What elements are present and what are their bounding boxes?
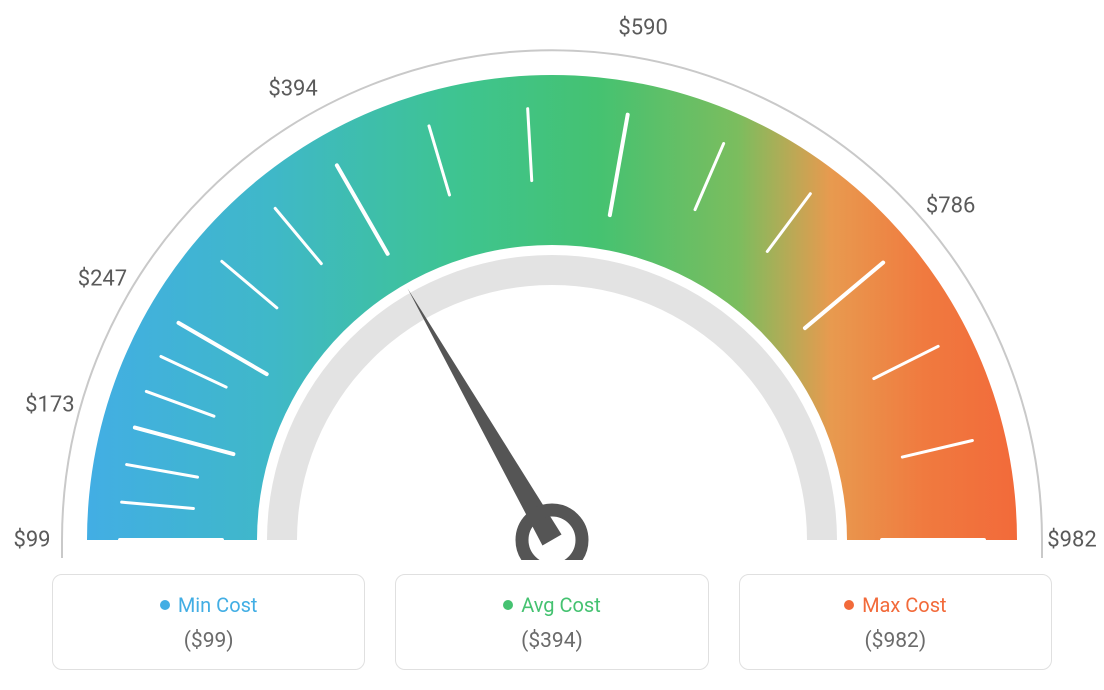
legend-title-min: Min Cost (160, 593, 258, 617)
legend-title-max: Max Cost (844, 593, 947, 617)
legend-value-max: ($982) (750, 629, 1041, 653)
cost-gauge-chart: $99 $173 $247 $394 $590 $786 $982 (0, 0, 1104, 560)
legend-row: Min Cost ($99) Avg Cost ($394) Max Cost … (52, 574, 1052, 670)
legend-dot-avg (503, 600, 513, 610)
gauge-tick-label: $590 (618, 16, 667, 41)
gauge-tick-label: $786 (926, 194, 975, 219)
legend-card-max: Max Cost ($982) (739, 574, 1052, 670)
legend-title-avg: Avg Cost (503, 593, 601, 617)
gauge-svg (0, 0, 1104, 560)
gauge-tick-label: $394 (268, 77, 317, 102)
gauge-tick-label: $247 (78, 266, 127, 291)
legend-value-min: ($99) (63, 629, 354, 653)
legend-label-max: Max Cost (862, 593, 947, 617)
legend-dot-max (844, 600, 854, 610)
legend-label-min: Min Cost (178, 593, 258, 617)
legend-card-avg: Avg Cost ($394) (395, 574, 708, 670)
legend-label-avg: Avg Cost (521, 593, 601, 617)
legend-card-min: Min Cost ($99) (52, 574, 365, 670)
legend-value-avg: ($394) (406, 629, 697, 653)
gauge-tick-label: $173 (25, 392, 74, 417)
gauge-tick-label: $982 (1047, 528, 1096, 553)
gauge-tick-label: $99 (13, 528, 50, 553)
legend-dot-min (160, 600, 170, 610)
